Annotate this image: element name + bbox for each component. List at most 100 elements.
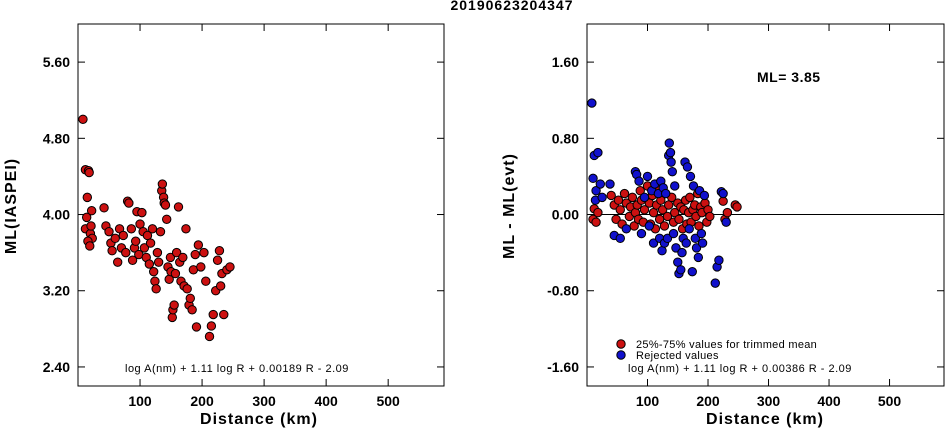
right-plot-frame xyxy=(586,23,945,387)
left-data-point xyxy=(185,293,195,304)
left-plot-frame xyxy=(77,23,445,387)
figure-title: 20190623204347 xyxy=(450,0,573,13)
right-trimmed-point xyxy=(722,207,733,218)
right-rejected-point xyxy=(690,233,701,244)
left-y-tick-label: 4.00 xyxy=(43,207,70,223)
right-rejected-point xyxy=(642,171,653,182)
right-rejected-point xyxy=(588,173,598,184)
right-rejected-point xyxy=(682,162,693,172)
left-data-point xyxy=(107,246,117,256)
left-data-point xyxy=(153,257,164,267)
left-data-point xyxy=(82,192,93,203)
right-rejected-point xyxy=(621,224,632,234)
left-points xyxy=(78,114,235,342)
right-y-tick-label: 1.60 xyxy=(552,54,579,70)
left-data-point xyxy=(86,221,96,231)
right-trimmed-point xyxy=(635,186,645,196)
right-formula-annotation: log A(nm) + 1.11 log R + 0.00386 R - 2.0… xyxy=(628,363,852,375)
left-data-point xyxy=(155,226,166,237)
right-rejected-point xyxy=(685,171,696,182)
left-x-tick-label: 100 xyxy=(128,393,152,409)
left-y-axis-title: ML(IASPEI) xyxy=(3,158,20,254)
right-rejected-point xyxy=(665,147,676,158)
left-data-point xyxy=(121,247,131,258)
right-rejected-point xyxy=(605,179,615,189)
right-rejected-point xyxy=(595,179,606,189)
left-y-tick-label: 4.80 xyxy=(43,130,70,146)
right-rejected-point xyxy=(718,188,728,199)
right-trimmed-point xyxy=(685,192,695,203)
right-trimmed-point xyxy=(657,205,668,215)
left-data-point xyxy=(187,305,197,315)
left-data-point xyxy=(219,309,229,320)
legend-marker-rejected xyxy=(616,350,626,360)
left-data-point xyxy=(193,240,204,250)
right-rejected-point xyxy=(670,181,680,191)
right-rejected-point xyxy=(684,224,694,234)
left-data-point xyxy=(81,212,92,223)
left-data-point xyxy=(215,281,226,291)
right-plot: -1.60 -0.80 0.00 0.80 1.60 100 200 300 400 500 M… xyxy=(501,23,945,428)
right-trimmed-point xyxy=(593,207,603,218)
right-rejected-point xyxy=(593,147,603,158)
right-x-ticks: 100 200 300 400 500 xyxy=(636,24,902,409)
left-data-point xyxy=(118,230,128,241)
right-rejected-point xyxy=(688,181,699,191)
left-x-tick-label: 200 xyxy=(190,393,214,409)
left-data-point xyxy=(225,262,235,272)
right-rejected-point xyxy=(668,228,679,239)
left-data-point xyxy=(85,241,95,251)
right-rejected-point xyxy=(671,243,681,253)
left-data-point xyxy=(160,200,171,210)
right-rejected-point xyxy=(648,238,659,248)
left-data-point xyxy=(113,257,123,267)
right-rejected-point xyxy=(636,228,647,239)
right-trimmed-point xyxy=(705,211,715,222)
left-data-point xyxy=(104,226,114,237)
left-data-point xyxy=(162,214,172,224)
left-data-point xyxy=(208,309,218,320)
right-trimmed-point xyxy=(639,205,650,215)
right-trimmed-point xyxy=(674,214,684,224)
right-trimmed-point xyxy=(611,214,621,224)
left-data-point xyxy=(150,276,160,286)
right-points-rejected xyxy=(587,98,731,288)
right-rejected-point xyxy=(699,190,710,201)
left-data-point xyxy=(206,321,217,331)
left-data-point xyxy=(144,259,155,269)
left-data-point xyxy=(190,249,200,260)
right-rejected-point xyxy=(657,246,667,256)
right-trimmed-point xyxy=(615,205,625,215)
right-y-tick-label: -0.80 xyxy=(547,283,579,299)
right-rejected-point xyxy=(664,138,674,148)
left-data-point xyxy=(167,312,177,323)
right-trimmed-point xyxy=(659,221,670,231)
left-data-point xyxy=(181,224,191,234)
right-y-axis-title: ML - ML(evt) xyxy=(501,153,518,259)
right-y-tick-label: 0.00 xyxy=(552,207,579,223)
left-y-tick-label: 3.20 xyxy=(43,283,70,299)
right-trimmed-point xyxy=(591,217,601,227)
left-data-point xyxy=(204,331,215,342)
left-data-point xyxy=(199,247,209,258)
right-x-tick-label: 500 xyxy=(878,393,902,409)
right-x-axis-title: Distance (km) xyxy=(706,411,824,428)
right-rejected-point xyxy=(676,265,686,275)
right-rejected-point xyxy=(615,233,625,244)
left-data-point xyxy=(151,284,161,294)
right-rejected-point xyxy=(710,278,720,288)
left-data-point xyxy=(214,246,225,256)
legend: 25%-75% values for trimmed mean Rejected… xyxy=(616,339,817,362)
right-rejected-point xyxy=(693,252,704,263)
right-rejected-point xyxy=(662,233,673,244)
right-rejected-point xyxy=(677,247,687,258)
right-trimmed-point xyxy=(694,221,704,231)
left-x-tick-label: 300 xyxy=(252,393,276,409)
left-data-point xyxy=(152,247,163,258)
right-trimmed-point xyxy=(662,211,673,222)
right-y-tick-label: -1.60 xyxy=(547,359,579,375)
right-rejected-point xyxy=(644,221,655,231)
left-data-point xyxy=(201,276,211,286)
right-rejected-point xyxy=(691,243,702,253)
